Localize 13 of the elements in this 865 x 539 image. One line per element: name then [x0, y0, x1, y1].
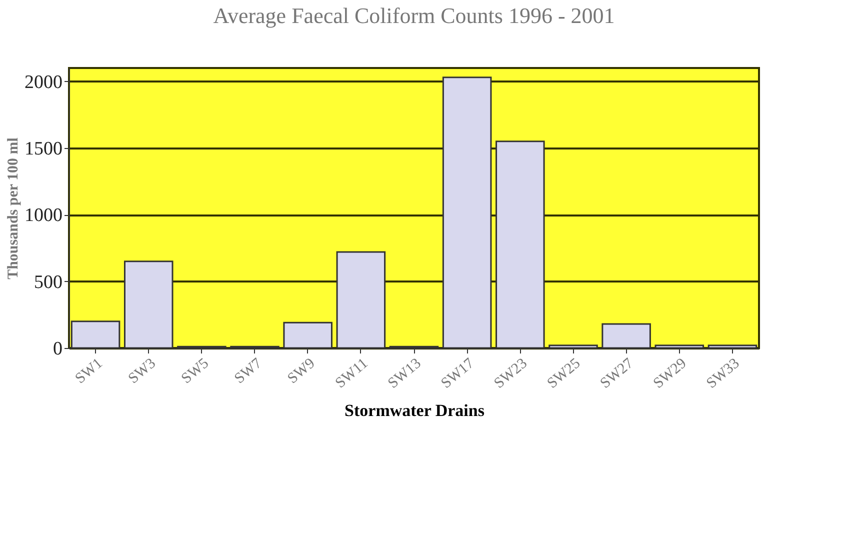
- x-tick-label: SW7: [232, 355, 266, 388]
- y-tick-label: 0: [53, 338, 62, 360]
- y-tick-label: 500: [34, 272, 62, 293]
- x-tick-label: SW5: [178, 356, 212, 388]
- y-tick-label: 2000: [24, 72, 62, 93]
- y-axis-title: Thousands per 100 ml: [6, 138, 22, 280]
- x-tick-label: SW1: [72, 356, 106, 388]
- y-tick-label: 1000: [24, 205, 62, 226]
- x-tick-label: SW3: [126, 356, 159, 388]
- x-tick-label: SW9: [284, 356, 318, 388]
- y-tick-label: 1500: [24, 138, 62, 160]
- chart-title: Average Faecal Coliform Counts 1996 - 2001: [213, 3, 615, 28]
- x-axis-title: Stormwater Drains: [344, 401, 485, 420]
